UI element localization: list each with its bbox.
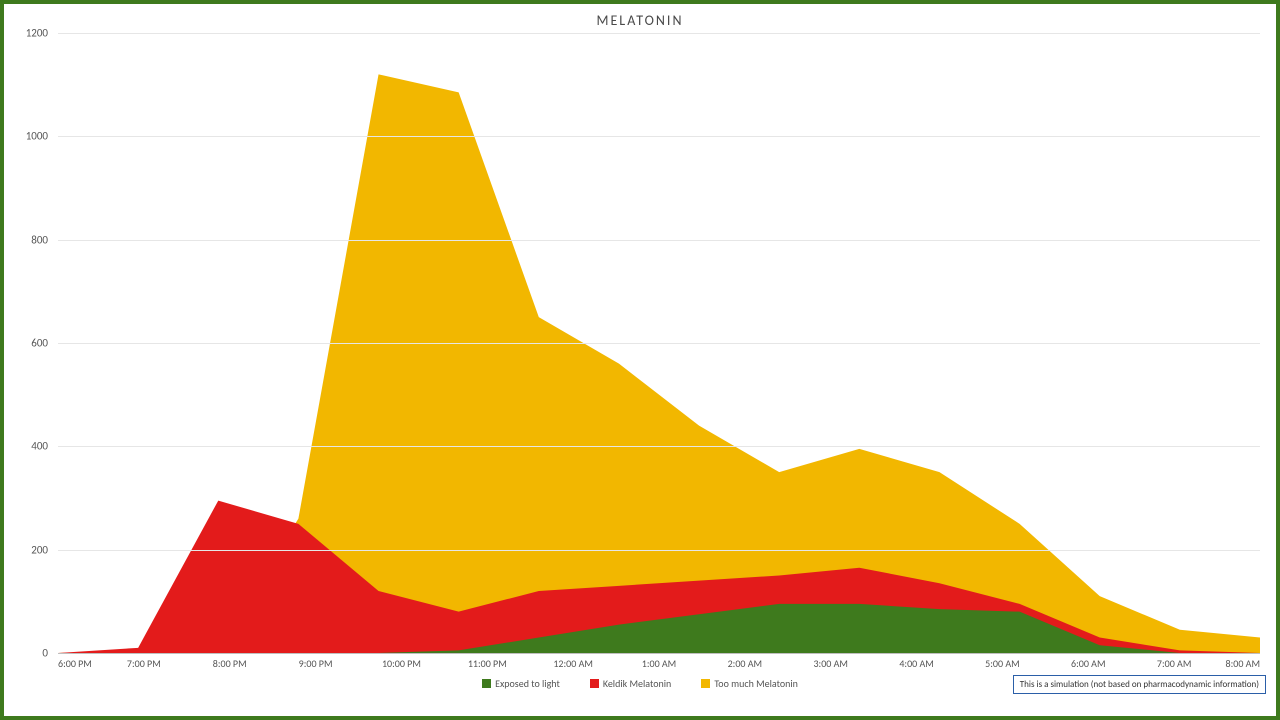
y-tick-label: 1200 [26, 27, 48, 40]
x-tick-label: 9:00 PM [299, 657, 333, 670]
legend: Exposed to light Keldik Melatonin Too mu… [14, 677, 1266, 690]
gridline [58, 136, 1260, 137]
legend-item-toomuch: Too much Melatonin [701, 677, 798, 690]
y-tick-label: 600 [31, 337, 48, 350]
plot-canvas [58, 33, 1260, 653]
x-tick-label: 4:00 AM [899, 657, 933, 670]
x-tick-label: 8:00 AM [1226, 657, 1260, 670]
disclaimer-box: This is a simulation (not based on pharm… [1013, 675, 1266, 694]
legend-swatch-exposed [482, 679, 491, 688]
x-tick-label: 8:00 PM [213, 657, 247, 670]
baseline [58, 653, 1260, 654]
x-tick-label: 11:00 PM [468, 657, 507, 670]
x-tick-label: 7:00 PM [127, 657, 161, 670]
y-axis: 020040060080010001200 [14, 33, 54, 673]
x-tick-label: 5:00 AM [985, 657, 1019, 670]
x-tick-label: 12:00 AM [553, 657, 593, 670]
x-tick-label: 1:00 AM [642, 657, 676, 670]
legend-label-toomuch: Too much Melatonin [714, 677, 798, 690]
gridline [58, 550, 1260, 551]
x-tick-label: 7:00 AM [1157, 657, 1191, 670]
plot-area: 020040060080010001200 6:00 PM7:00 PM8:00… [14, 33, 1266, 673]
legend-item-keldik: Keldik Melatonin [590, 677, 672, 690]
x-tick-label: 6:00 PM [58, 657, 92, 670]
gridline [58, 33, 1260, 34]
legend-swatch-toomuch [701, 679, 710, 688]
x-tick-label: 6:00 AM [1071, 657, 1105, 670]
legend-label-keldik: Keldik Melatonin [603, 677, 672, 690]
x-tick-label: 2:00 AM [728, 657, 762, 670]
y-tick-label: 0 [42, 647, 48, 660]
y-tick-label: 1000 [26, 130, 48, 143]
chart-title: MELATONIN [14, 12, 1266, 29]
gridline [58, 446, 1260, 447]
legend-swatch-keldik [590, 679, 599, 688]
legend-label-exposed: Exposed to light [495, 677, 560, 690]
x-tick-label: 10:00 PM [382, 657, 421, 670]
y-tick-label: 400 [31, 440, 48, 453]
y-tick-label: 200 [31, 543, 48, 556]
x-axis: 6:00 PM 7:00 PM 8:00 PM 9:00 PM 10:00 PM 11:0… [58, 655, 1260, 673]
gridline [58, 240, 1260, 241]
legend-item-exposed: Exposed to light [482, 677, 560, 690]
chart-frame: MELATONIN 0 200 400 600 800 1000 1200 6:00 PM 7… [0, 0, 1280, 720]
gridline [58, 343, 1260, 344]
x-tick-label: 3:00 AM [813, 657, 847, 670]
y-tick-label: 800 [31, 233, 48, 246]
